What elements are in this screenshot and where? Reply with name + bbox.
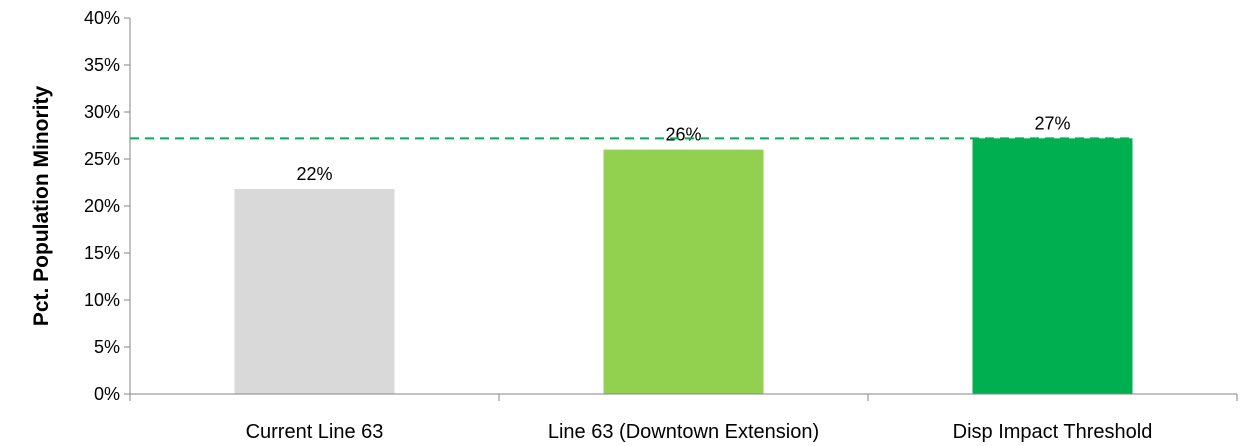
y-tick-label: 35% xyxy=(84,55,120,75)
data-label: 26% xyxy=(665,125,701,145)
bar xyxy=(972,138,1133,394)
bar-series: 22% 26% 27% xyxy=(234,113,1133,394)
y-tick-label: 20% xyxy=(84,196,120,216)
y-tick-label: 25% xyxy=(84,149,120,169)
bar xyxy=(234,189,395,394)
y-tick-label: 0% xyxy=(94,384,120,404)
y-axis-title: Pct. Population Minority xyxy=(30,86,53,327)
x-category-label: Line 63 (Downtown Extension) xyxy=(548,421,819,443)
y-axis: 0% 5% 10% 15% 20% 25% 30% 35% 40% xyxy=(84,8,131,404)
x-category-label: Current Line 63 xyxy=(246,421,384,443)
data-label: 22% xyxy=(296,164,332,184)
x-category-label: Disp Impact Threshold xyxy=(953,421,1153,443)
y-tick-label: 15% xyxy=(84,243,120,263)
y-tick-label: 40% xyxy=(84,8,120,28)
y-tick-label: 5% xyxy=(94,337,120,357)
y-tick-label: 30% xyxy=(84,102,120,122)
bar xyxy=(603,149,764,394)
data-label: 27% xyxy=(1034,113,1070,133)
y-tick-label: 10% xyxy=(84,290,120,310)
x-axis: Current Line 63 Line 63 (Downtown Extensi… xyxy=(129,393,1238,443)
